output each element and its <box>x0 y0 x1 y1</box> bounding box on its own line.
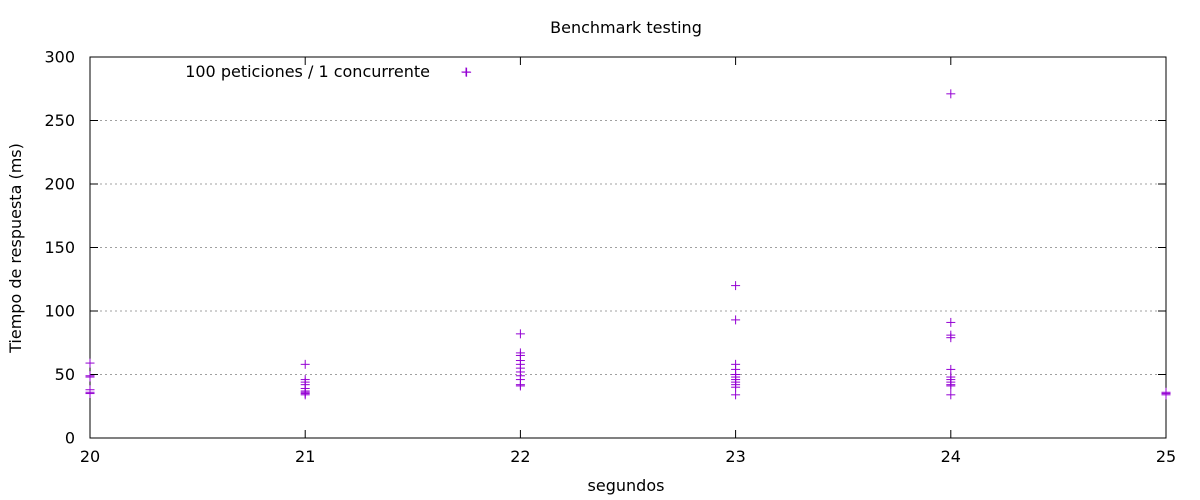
data-point <box>946 381 956 391</box>
grid-lines <box>90 120 1166 375</box>
data-point <box>731 390 741 400</box>
legend: 100 peticiones / 1 concurrente <box>185 62 471 81</box>
y-tick-label: 300 <box>44 48 75 67</box>
x-tick-label: 21 <box>295 447 315 466</box>
x-axis-title: segundos <box>588 476 665 495</box>
y-axis-title: Tiempo de respuesta (ms) <box>6 143 25 354</box>
x-tick-label: 22 <box>510 447 530 466</box>
y-tick-label: 150 <box>44 238 75 257</box>
x-tick-label: 24 <box>941 447 961 466</box>
legend-label: 100 peticiones / 1 concurrente <box>185 62 430 81</box>
data-point <box>515 381 525 391</box>
data-point <box>85 372 95 382</box>
data-point <box>1161 390 1171 400</box>
data-point <box>946 364 956 374</box>
data-point <box>946 333 956 343</box>
y-tick-label: 0 <box>65 429 75 448</box>
x-tick-label: 20 <box>80 447 100 466</box>
data-point <box>731 281 741 291</box>
data-points <box>85 67 1171 400</box>
legend-marker-plus-icon <box>461 67 471 77</box>
data-point <box>731 315 741 325</box>
y-tick-label: 50 <box>55 365 75 384</box>
data-point <box>300 390 310 400</box>
y-tick-label: 250 <box>44 111 75 130</box>
data-point <box>731 382 741 392</box>
x-tick-label: 23 <box>725 447 745 466</box>
y-tick-label: 100 <box>44 302 75 321</box>
data-point <box>946 89 956 99</box>
axis-ticks: 0 50 100 150 200 250 300 20 21 22 23 24 25 <box>44 48 1176 467</box>
y-tick-label: 200 <box>44 175 75 194</box>
data-point <box>85 389 95 399</box>
data-point <box>85 358 95 368</box>
data-point <box>300 359 310 369</box>
x-tick-label: 25 <box>1156 447 1176 466</box>
chart-title: Benchmark testing <box>550 18 702 37</box>
data-point <box>515 329 525 339</box>
data-point <box>946 390 956 400</box>
legend-plus-icon <box>461 67 471 77</box>
data-point <box>946 317 956 327</box>
